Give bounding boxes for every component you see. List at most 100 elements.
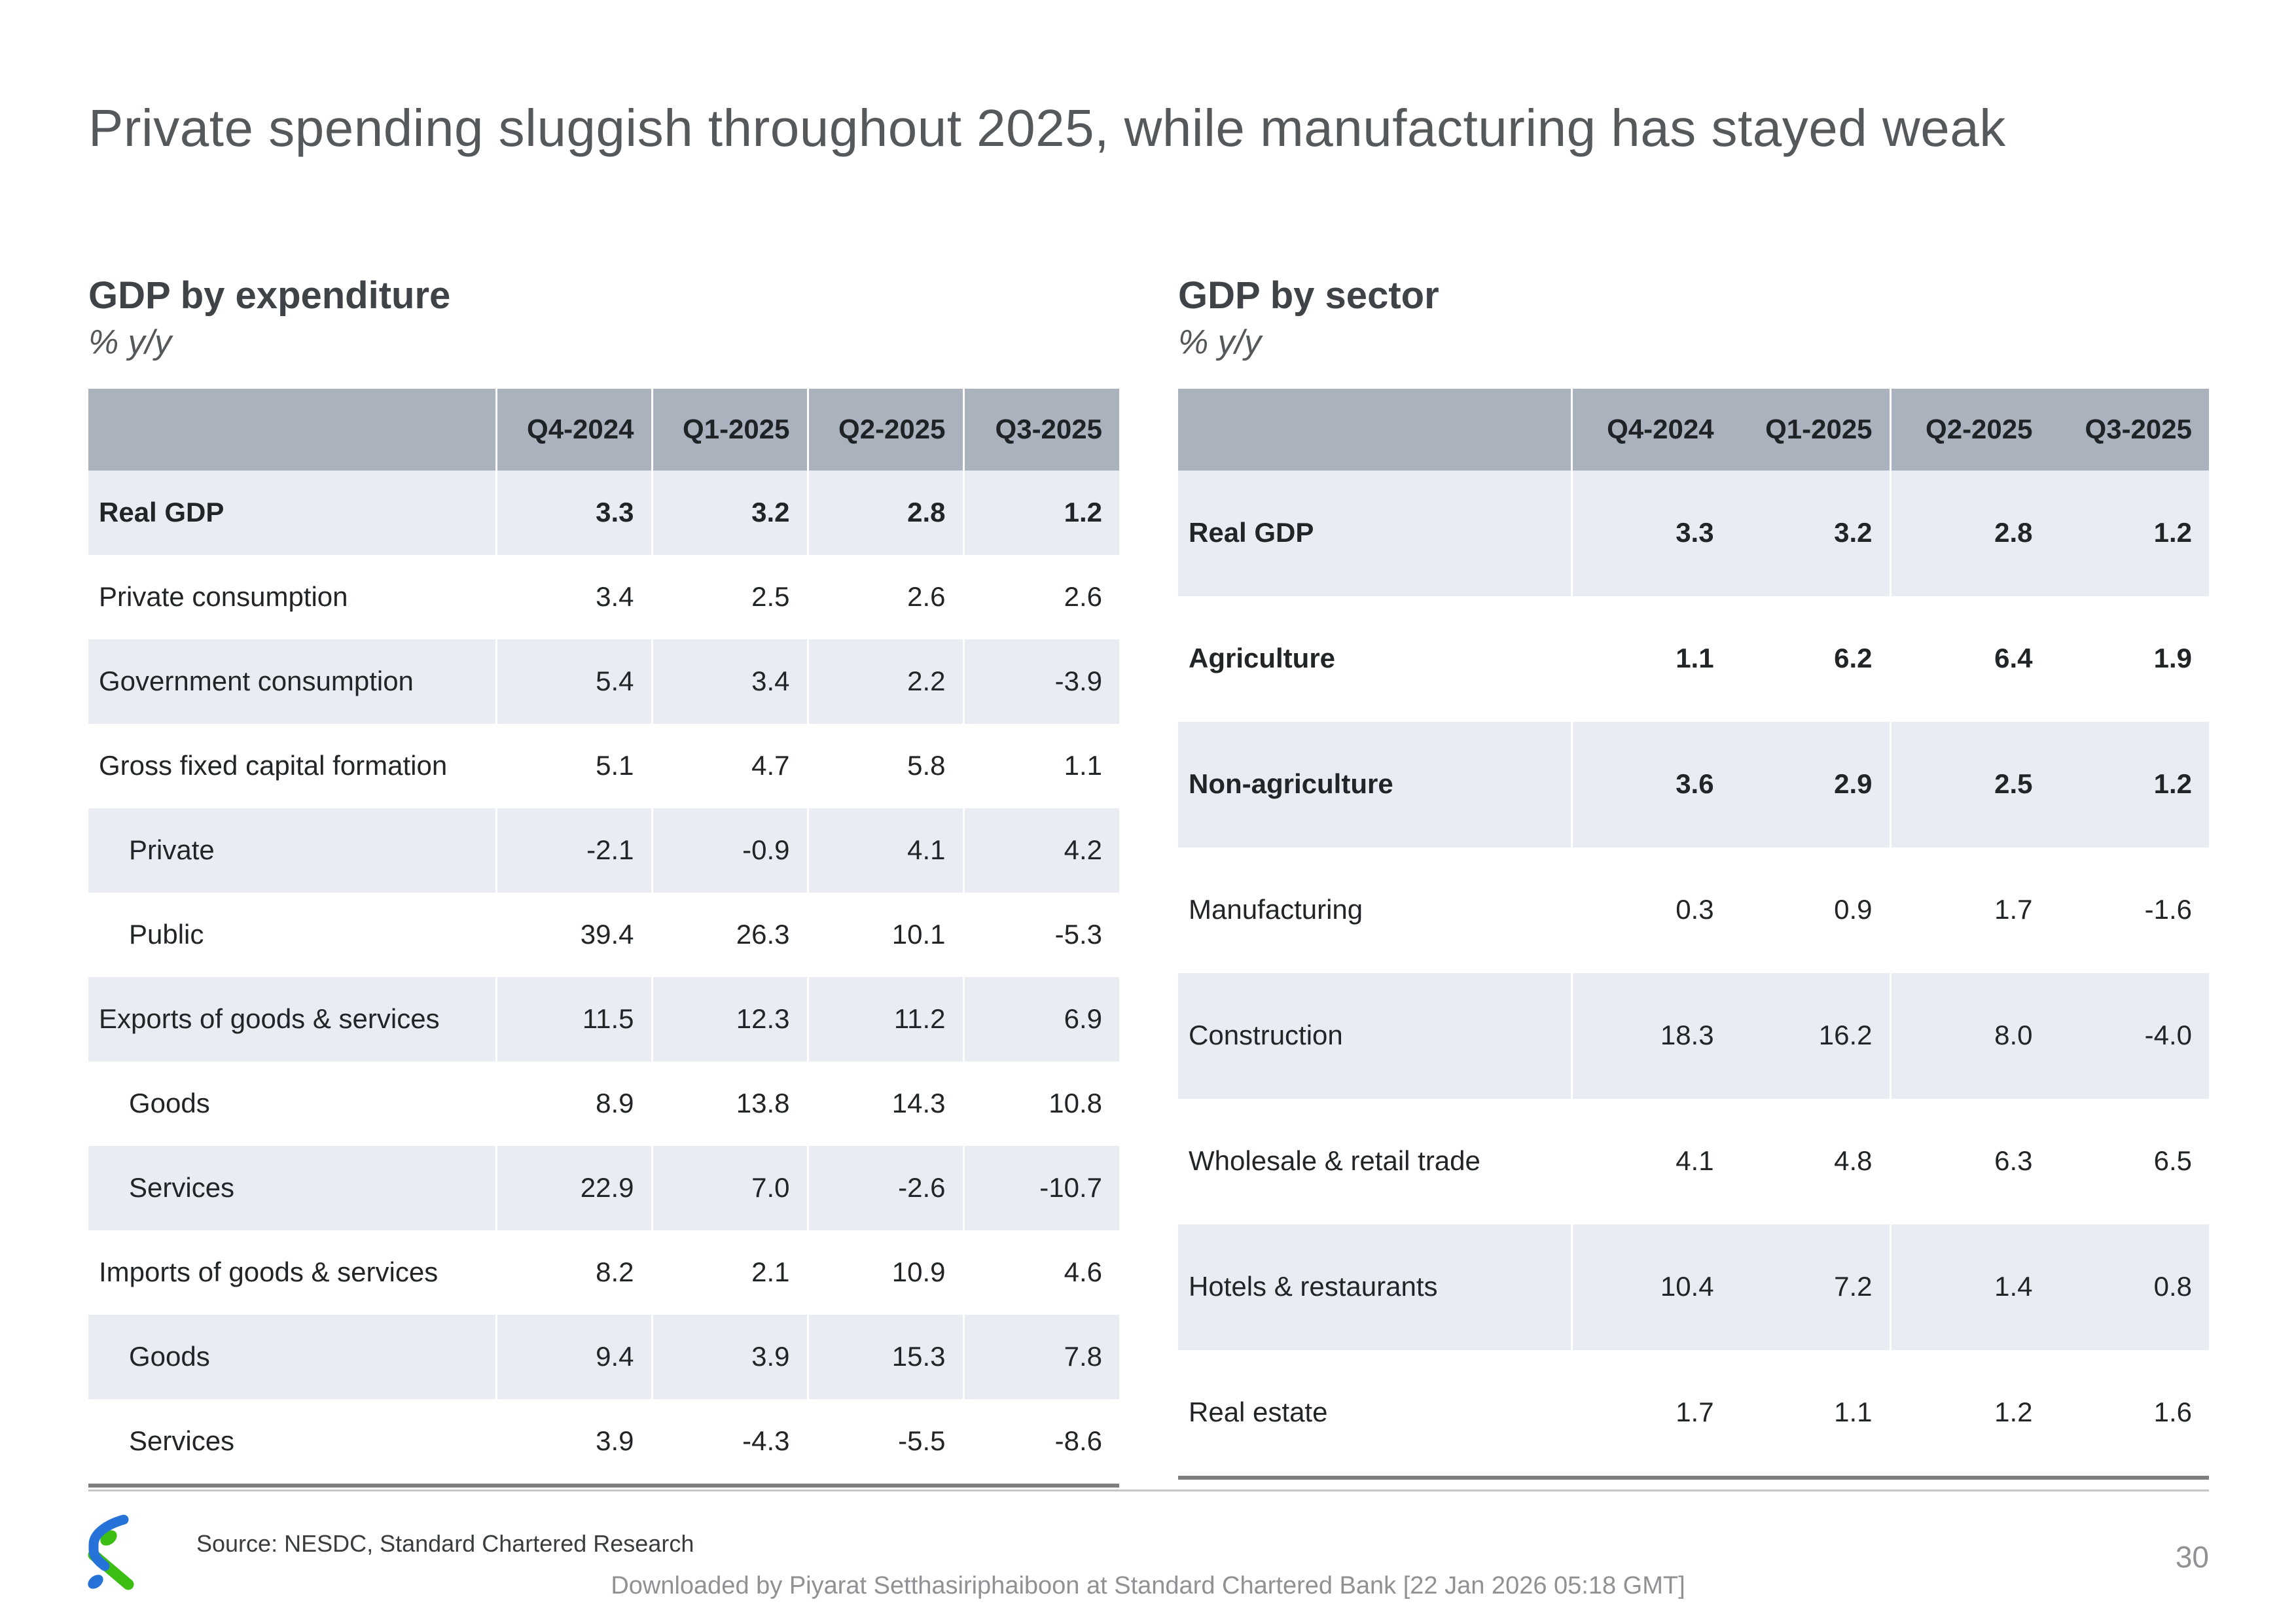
cell-value: 0.9 [1834,894,1873,925]
row-label: Real GDP [1189,517,1314,548]
page-number: 30 [2175,1540,2209,1574]
corner-cell [1178,388,1572,471]
cell-value: -5.5 [806,1399,963,1486]
cell-value: -3.9 [962,639,1119,724]
cell-value: 1.2 [2153,768,2192,800]
table-row: Hotels & restaurants 10.4 7.2 1.4 0.8 [1178,1224,2209,1350]
standard-chartered-trustmark-icon [88,1514,134,1590]
cell-value: 6.5 [2153,1145,2192,1177]
cell-value: 26.3 [651,892,808,977]
cell-value: 3.4 [651,639,808,724]
cell-value: 8.9 [495,1061,652,1146]
table-row: Real GDP 3.3 3.2 2.8 1.2 [1178,470,2209,596]
table-row: Construction 18.3 16.2 8.0 -4.0 [1178,972,2209,1099]
row-label: Manufacturing [1189,894,1363,925]
cell-value: 3.3 [495,470,652,555]
cell-value: 5.1 [495,723,652,808]
cell-value: 7.0 [651,1145,808,1230]
section-subtitle-expenditure: % y/y [88,323,172,361]
cell-value: 5.8 [806,723,963,808]
table-row: Wholesale & retail trade 4.1 4.8 6.3 6.5 [1178,1098,2209,1224]
row-label: Goods [129,1340,210,1372]
cell-value: -4.3 [651,1399,808,1486]
row-label: Exports of goods & services [99,1003,440,1034]
cell-value: 6.2 [1834,643,1873,674]
cell-value: 2.5 [1889,721,2050,847]
row-label: Wholesale & retail trade [1189,1145,1480,1177]
cell-value: 16.2 [1818,1020,1873,1051]
cell-value: 1.4 [1889,1224,2050,1350]
row-label: Private consumption [99,580,348,612]
cell-value: 1.7 [1570,1349,1731,1478]
cell-value: 2.5 [651,554,808,639]
header-row: Q4-2024 Q1-2025 Q2-2025 Q3-2025 [1178,388,2209,471]
cell-value: 10.1 [806,892,963,977]
cell-value: 1.6 [2153,1397,2192,1428]
table-row: Gross fixed capital formation 5.1 4.7 5.8 1.… [88,723,1119,808]
column-header: Q1-2025 [651,388,808,471]
table-row: Services 22.9 7.0 -2.6 -10.7 [88,1145,1119,1230]
cell-value: 12.3 [651,976,808,1061]
cell-value: 1.1 [962,723,1119,808]
header-row: Q4-2024 Q1-2025 Q2-2025 Q3-2025 [88,388,1119,471]
cell-value: 6.3 [1889,1098,2050,1224]
cell-value: 0.3 [1570,847,1731,973]
cell-value: 10.9 [806,1230,963,1315]
cell-value: 13.8 [651,1061,808,1146]
cell-value: -0.9 [651,808,808,893]
download-watermark: Downloaded by Piyarat Setthasiriphaiboon… [611,1572,1685,1599]
cell-value: 0.8 [2153,1271,2192,1302]
cell-value: 3.6 [1570,721,1731,847]
cell-value: 3.2 [651,470,808,555]
column-header: Q2-2025 [806,388,963,471]
gdp-by-sector-table: Q4-2024 Q1-2025 Q2-2025 Q3-2025 Real GDP 3.3… [1178,388,2209,1480]
cell-value: 10.4 [1570,1224,1731,1350]
cell-value: 4.1 [806,808,963,893]
cell-value: 1.2 [962,470,1119,555]
cell-value: 6.4 [1889,596,2050,722]
cell-value: 2.9 [1834,768,1873,800]
cell-value: 1.2 [2153,517,2192,548]
table-row: Goods 8.9 13.8 14.3 10.8 [88,1061,1119,1146]
gdp-by-sector-section: GDP by sector % y/y Q4-2024 Q1-2025 Q2-202… [1178,275,2209,1480]
table-row: Manufacturing 0.3 0.9 1.7 -1.6 [1178,847,2209,973]
row-label: Construction [1189,1020,1343,1051]
cell-value: 39.4 [495,892,652,977]
cell-value: 22.9 [495,1145,652,1230]
table-row: Services 3.9 -4.3 -5.5 -8.6 [88,1399,1119,1486]
cell-value: 2.8 [1889,470,2050,596]
section-title-sector: GDP by sector [1178,274,1439,317]
row-label: Hotels & restaurants [1189,1271,1438,1302]
cell-value: 10.8 [962,1061,1119,1146]
cell-value: 14.3 [806,1061,963,1146]
table-row: Government consumption 5.4 3.4 2.2 -3.9 [88,639,1119,724]
row-label: Real GDP [99,496,224,527]
corner-cell [88,388,496,471]
cell-value: 3.2 [1834,517,1873,548]
table-row: Private consumption 3.4 2.5 2.6 2.6 [88,554,1119,639]
table-row: Imports of goods & services 8.2 2.1 10.9 4.6 [88,1230,1119,1315]
cell-value: 11.5 [495,976,652,1061]
cell-value: 1.7 [1889,847,2050,973]
table-row: Exports of goods & services 11.5 12.3 11.2 6… [88,976,1119,1061]
cell-value: -1.6 [2144,894,2192,925]
cell-value: 7.2 [1834,1271,1873,1302]
cell-value: 3.9 [651,1314,808,1399]
cell-value: 4.2 [962,808,1119,893]
cell-value: 4.8 [1834,1145,1873,1177]
cell-value: 2.8 [806,470,963,555]
cell-value: 8.2 [495,1230,652,1315]
cell-value: 4.1 [1570,1098,1731,1224]
cell-value: 1.1 [1834,1397,1873,1428]
slide-title: Private spending sluggish throughout 202… [88,99,2006,157]
section-title-expenditure: GDP by expenditure [88,274,451,317]
cell-value: 2.6 [806,554,963,639]
row-label: Agriculture [1189,643,1336,674]
row-label: Public [129,918,204,950]
table-row: Non-agriculture 3.6 2.9 2.5 1.2 [1178,721,2209,847]
cell-value: 4.7 [651,723,808,808]
table-row: Real GDP 3.3 3.2 2.8 1.2 [88,470,1119,555]
cell-value: 5.4 [495,639,652,724]
cell-value: -4.0 [2144,1020,2192,1051]
row-label: Gross fixed capital formation [99,749,448,781]
